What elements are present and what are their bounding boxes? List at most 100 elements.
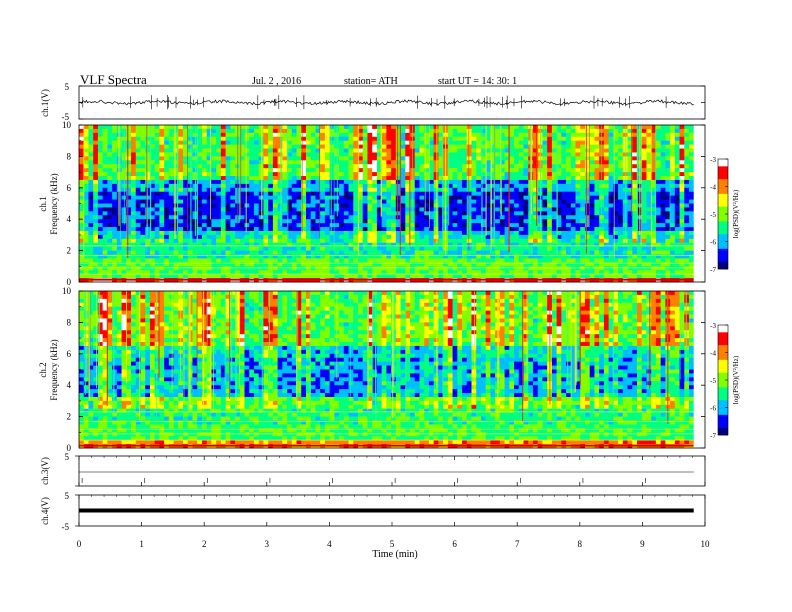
spectrogram-cell	[310, 125, 316, 130]
spectrogram-cell	[632, 250, 638, 255]
spectrogram-cell	[334, 242, 340, 248]
spectrogram-cell	[584, 128, 591, 134]
spectrogram-cell	[608, 211, 614, 216]
spectrogram-cell	[97, 191, 104, 197]
spectrogram-cell	[679, 199, 685, 204]
spectrogram-cell	[589, 266, 595, 271]
spectrogram-cell	[660, 215, 666, 220]
spectrogram-cell	[211, 199, 217, 204]
spectrogram-cell	[220, 227, 226, 232]
spectrogram-cell	[211, 262, 217, 267]
spectrogram-cell	[528, 238, 534, 244]
spectrogram-cell	[395, 270, 401, 275]
spectrogram-cell	[622, 168, 628, 173]
spectrogram-cell	[197, 254, 203, 259]
spectrogram-cell	[551, 266, 557, 271]
spectrogram-cell	[632, 144, 638, 149]
spectrogram-cell	[329, 230, 335, 236]
spectrogram-cell	[216, 132, 222, 138]
spectrogram-cell	[126, 168, 132, 173]
spectrogram-cell	[339, 168, 345, 173]
spectrogram-cell	[301, 148, 307, 153]
spectrogram-cell	[220, 172, 226, 177]
spectrogram-cell	[183, 223, 189, 228]
spectrogram-cell	[305, 266, 312, 271]
spectrogram-cell	[561, 199, 567, 204]
spectrogram-cell	[480, 246, 487, 252]
spectrogram-cell	[518, 246, 524, 252]
recording-date: Jul. 2 , 2016	[252, 76, 301, 87]
spectrogram-cell	[670, 187, 676, 193]
spectrogram-cell	[504, 230, 510, 236]
spectrogram-cell	[83, 254, 89, 259]
spectrogram-cell	[655, 199, 662, 204]
spectrogram-cell	[320, 219, 326, 224]
spectrogram-cell	[348, 258, 354, 263]
spectrogram-cell	[173, 187, 179, 193]
spectrogram-cell	[646, 270, 652, 275]
spectrogram-cell	[556, 168, 562, 173]
spectrogram-cell	[149, 242, 156, 248]
spectrogram-cell	[584, 156, 591, 161]
spectrogram-cell	[353, 168, 359, 173]
spectrogram-cell	[339, 211, 345, 216]
spectrogram-cell	[235, 242, 241, 248]
spectrogram-cell	[140, 227, 146, 232]
spectrogram-cell	[102, 132, 108, 138]
spectrogram-cell	[220, 164, 226, 169]
spectrogram-cell	[268, 191, 274, 197]
spectrogram-cell	[608, 152, 614, 157]
spectrogram-cell	[324, 176, 331, 181]
spectrogram-cell	[320, 132, 326, 138]
spectrogram-cell	[674, 242, 680, 248]
spectrogram-cell	[603, 183, 610, 189]
spectrogram-cell	[447, 125, 453, 130]
spectrogram-cell	[627, 183, 633, 189]
spectrogram-cell	[93, 160, 99, 165]
spectrogram-cell	[386, 250, 392, 255]
spectrogram-cell	[305, 152, 312, 157]
spectrogram-cell	[140, 199, 146, 204]
spectrogram-cell	[594, 242, 600, 248]
spectrogram-cell	[405, 156, 411, 161]
spectrogram-cell	[679, 125, 685, 130]
spectrogram-cell	[206, 168, 212, 173]
spectrogram-cell	[575, 230, 581, 236]
spectrogram-cell	[277, 227, 283, 232]
spectrogram-cell	[632, 195, 638, 200]
spectrogram-cell	[149, 136, 156, 142]
spectrogram-cell	[532, 203, 539, 208]
spectrogram-cell	[154, 168, 160, 173]
spectrogram-cell	[684, 238, 690, 244]
spectrogram-cell	[287, 164, 293, 169]
spectrogram-cell	[168, 254, 174, 259]
spectrogram-cell	[433, 156, 439, 161]
spectrogram-cell	[135, 250, 141, 255]
spectrogram-cell	[580, 242, 586, 248]
spectrogram-cell	[414, 203, 420, 208]
spectrogram-cell	[168, 258, 174, 263]
spectrogram-cell	[410, 250, 416, 255]
spectrogram-cell	[126, 211, 132, 216]
spectrogram-cell	[154, 136, 160, 142]
spectrogram-cell	[93, 140, 99, 146]
spectrogram-cell	[386, 183, 392, 189]
spectrogram-cell	[509, 148, 515, 153]
spectrogram-cell	[570, 187, 576, 193]
spectrogram-cell	[419, 183, 425, 189]
spectrogram-cell	[457, 262, 463, 267]
spectrogram-cell	[622, 179, 628, 185]
spectrogram-cell	[466, 223, 472, 228]
spectrogram-cell	[197, 152, 203, 157]
spectrogram-cell	[428, 176, 435, 181]
spectrogram-cell	[655, 238, 662, 244]
spectrogram-cell	[457, 215, 463, 220]
spectrogram-cell	[391, 172, 397, 177]
spectrogram-cell	[608, 227, 614, 232]
spectrogram-cell	[476, 227, 482, 232]
spectrogram-cell	[618, 270, 624, 275]
spectrogram-cell	[131, 148, 137, 153]
spectrogram-cell	[523, 160, 529, 165]
spectrogram-cell	[457, 164, 463, 169]
spectrogram-cell	[428, 168, 435, 173]
